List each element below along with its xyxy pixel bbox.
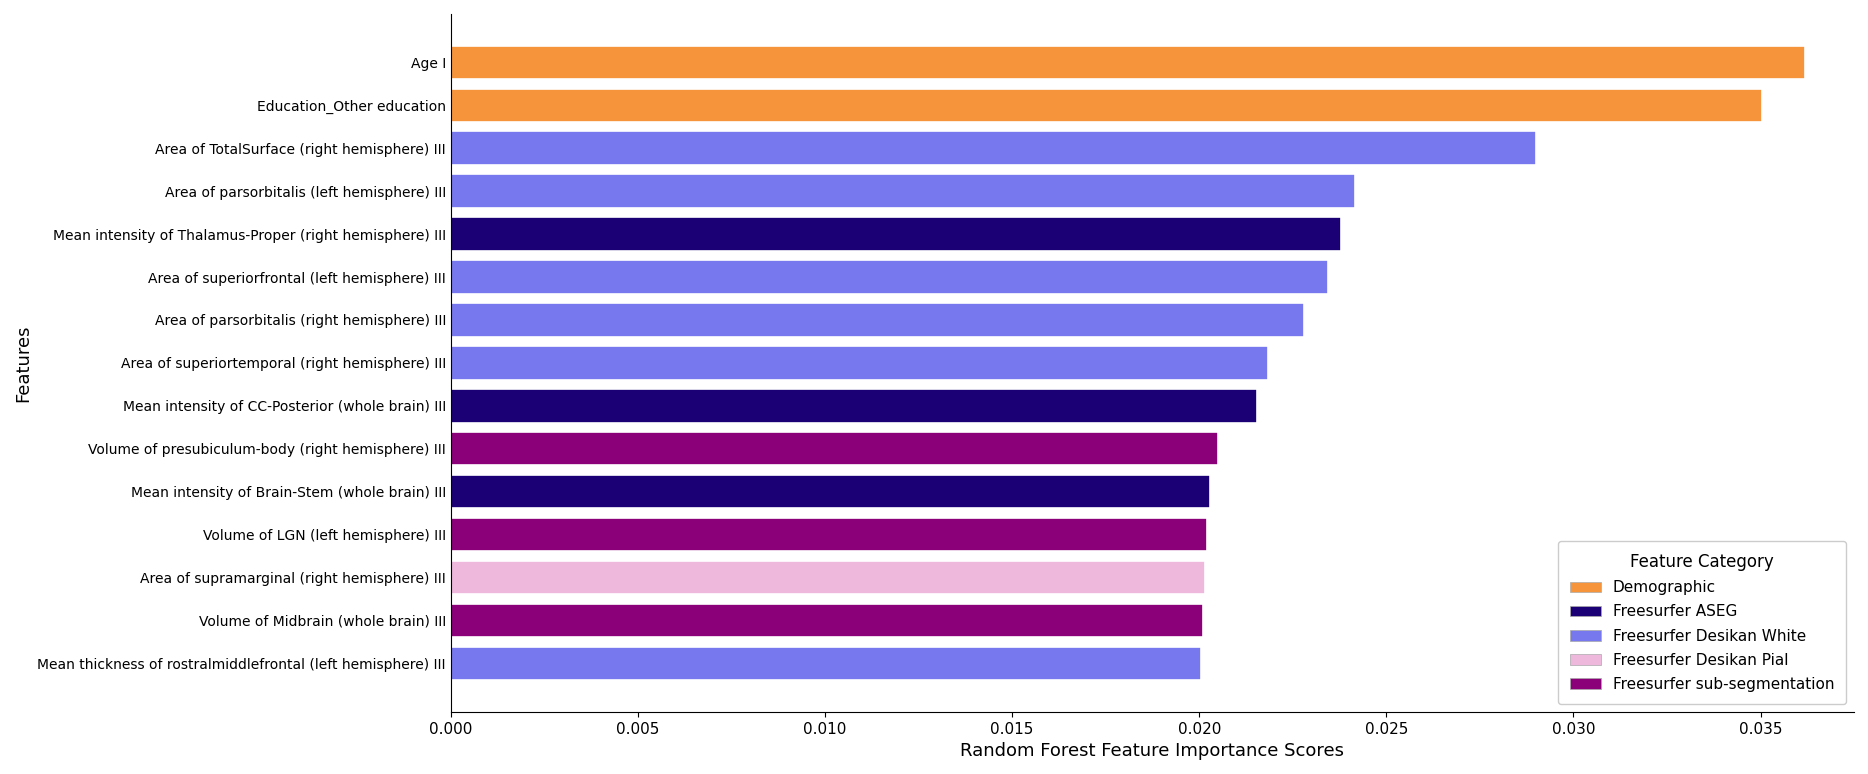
Bar [450, 88, 1762, 122]
Bar [450, 132, 1535, 165]
Bar [450, 260, 1328, 294]
Legend: Demographic, Freesurfer ASEG, Freesurfer Desikan White, Freesurfer Desikan Pial,: Demographic, Freesurfer ASEG, Freesurfer… [1558, 541, 1846, 704]
Bar [450, 646, 1201, 680]
Bar [450, 518, 1207, 551]
Bar [450, 432, 1218, 465]
Bar [450, 46, 1806, 79]
Bar [450, 389, 1257, 423]
Bar [450, 174, 1354, 208]
Bar [450, 604, 1203, 637]
Bar [450, 303, 1304, 337]
X-axis label: Random Forest Feature Importance Scores: Random Forest Feature Importance Scores [960, 742, 1345, 760]
Bar [450, 346, 1268, 379]
Bar [450, 561, 1205, 594]
Y-axis label: Features: Features [13, 324, 32, 402]
Bar [450, 475, 1210, 509]
Bar [450, 217, 1341, 251]
